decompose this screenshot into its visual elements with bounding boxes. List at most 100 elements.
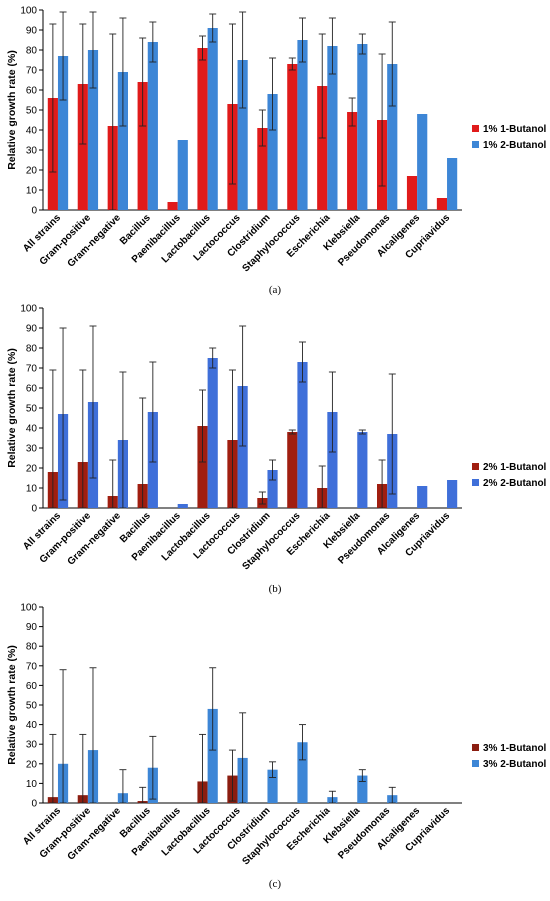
- y-axis-label: Relative growth rate (%): [6, 50, 18, 170]
- bar-2-butanol: [447, 158, 458, 210]
- y-tick-label: 40: [26, 126, 38, 137]
- y-tick-label: 90: [26, 26, 38, 37]
- bar-2-butanol: [87, 50, 99, 210]
- bar-2-butanol: [357, 432, 368, 508]
- x-tick-label: Gram-negative: [66, 212, 124, 270]
- bar-1-butanol: [197, 48, 208, 210]
- y-tick-label: 70: [26, 661, 38, 672]
- y-tick-label: 10: [26, 484, 38, 495]
- bar-1-butanol: [406, 176, 418, 210]
- legend-label: 2% 2-Butanol: [483, 478, 547, 489]
- y-tick-label: 20: [26, 166, 38, 177]
- bar-2-butanol: [237, 386, 248, 508]
- y-tick-label: 70: [26, 364, 38, 375]
- legend-label: 2% 1-Butanol: [483, 462, 547, 473]
- panel-label: (c): [269, 878, 282, 890]
- y-tick-label: 50: [26, 404, 38, 415]
- bar-1-butanol: [347, 112, 358, 210]
- y-tick-label: 80: [26, 344, 38, 355]
- bar-1-butanol: [287, 64, 298, 210]
- bar-2-butanol: [387, 64, 398, 210]
- panel-label: (a): [269, 284, 282, 296]
- legend-label: 1% 2-Butanol: [483, 140, 547, 151]
- bar-2-butanol: [267, 470, 278, 508]
- y-tick-label: 0: [31, 206, 37, 217]
- y-tick-label: 20: [26, 759, 38, 770]
- bar-2-butanol: [117, 72, 128, 210]
- y-tick-label: 10: [26, 779, 38, 790]
- x-tick-label: Pseudomonas: [336, 510, 392, 566]
- y-tick-label: 90: [26, 324, 38, 335]
- legend-swatch: [472, 744, 479, 751]
- panel-label: (b): [269, 583, 282, 595]
- y-tick-label: 50: [26, 701, 38, 712]
- bar-2-butanol: [207, 358, 218, 508]
- bar-2-butanol: [207, 708, 218, 803]
- legend-label: 3% 2-Butanol: [483, 759, 547, 770]
- bar-1-butanol: [77, 84, 88, 210]
- legend-label: 3% 1-Butanol: [483, 743, 547, 754]
- bar-2-butanol: [417, 486, 428, 508]
- legend-swatch: [472, 479, 479, 486]
- bar-2-butanol: [297, 362, 308, 508]
- y-tick-label: 100: [20, 603, 37, 614]
- y-tick-label: 30: [26, 740, 38, 751]
- bar-2-butanol: [447, 480, 458, 508]
- y-axis-label: Relative growth rate (%): [6, 645, 18, 765]
- bar-2-butanol: [357, 775, 368, 803]
- bar-1-butanol: [317, 86, 328, 210]
- x-tick-label: Gram-negative: [66, 510, 124, 568]
- y-tick-label: 30: [26, 146, 38, 157]
- y-tick-label: 100: [20, 304, 37, 315]
- legend-label: 1% 1-Butanol: [483, 124, 547, 135]
- y-tick-label: 50: [26, 106, 38, 117]
- y-tick-label: 20: [26, 464, 38, 475]
- bar-1-butanol: [287, 432, 298, 508]
- bar-1-butanol: [436, 198, 448, 210]
- y-tick-label: 0: [31, 504, 37, 515]
- y-axis-label: Relative growth rate (%): [6, 348, 18, 468]
- y-tick-label: 40: [26, 424, 38, 435]
- legend-swatch: [472, 141, 479, 148]
- bar-2-butanol: [207, 28, 218, 210]
- x-tick-label: Gram-negative: [66, 805, 124, 863]
- bar-2-butanol: [147, 42, 158, 210]
- y-tick-label: 90: [26, 622, 38, 633]
- legend-swatch: [472, 125, 479, 132]
- y-tick-label: 60: [26, 384, 38, 395]
- y-tick-label: 100: [20, 6, 37, 17]
- legend-swatch: [472, 463, 479, 470]
- y-tick-label: 40: [26, 720, 38, 731]
- x-tick-label: Pseudomonas: [336, 805, 392, 861]
- bar-2-butanol: [177, 504, 188, 508]
- bar-1-butanol: [257, 128, 268, 210]
- bar-1-butanol: [197, 426, 208, 508]
- y-tick-label: 60: [26, 86, 38, 97]
- bar-2-butanol: [297, 742, 308, 803]
- y-tick-label: 30: [26, 444, 38, 455]
- bar-2-butanol: [237, 60, 248, 210]
- bar-2-butanol: [417, 114, 428, 210]
- bar-2-butanol: [267, 94, 278, 210]
- y-tick-label: 10: [26, 186, 38, 197]
- bar-2-butanol: [327, 46, 338, 210]
- bar-1-butanol: [167, 202, 178, 210]
- bar-2-butanol: [327, 412, 338, 508]
- y-tick-label: 80: [26, 46, 38, 57]
- bar-2-butanol: [357, 44, 368, 210]
- bar-2-butanol: [267, 769, 278, 803]
- bar-1-butanol: [137, 82, 148, 210]
- y-tick-label: 0: [31, 799, 37, 810]
- chart-panel-3: 0 10 20 30 40 50 60 70 80 90 100 Relative growth ra…: [6, 603, 547, 891]
- y-tick-label: 60: [26, 681, 38, 692]
- bar-2-butanol: [177, 140, 188, 210]
- chart-panel-2: 0 10 20 30 40 50 60 70 80 90 100 Relative growth ra…: [6, 304, 547, 596]
- bar-2-butanol: [297, 40, 308, 210]
- y-tick-label: 70: [26, 66, 38, 77]
- chart-panel-1: 0 10 20 30 40 50 60 70 80 90 100 Relative growth ra…: [6, 6, 547, 297]
- y-tick-label: 80: [26, 642, 38, 653]
- x-tick-label: Pseudomonas: [336, 212, 392, 268]
- legend-swatch: [472, 760, 479, 767]
- bar-2-butanol: [57, 56, 69, 210]
